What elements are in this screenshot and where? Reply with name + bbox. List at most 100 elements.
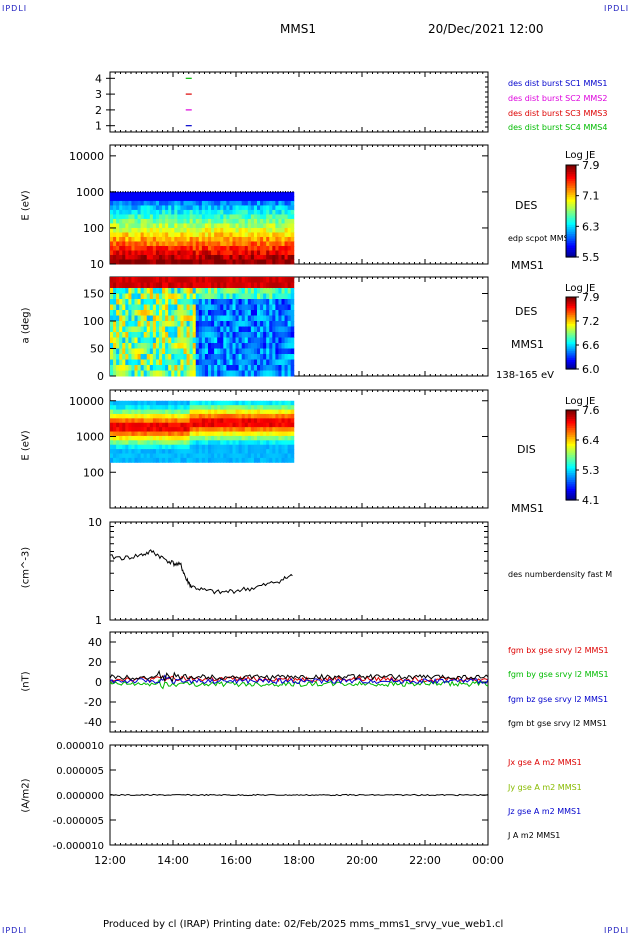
spectrogram-cell xyxy=(131,245,135,251)
spectrogram-cell xyxy=(272,282,276,289)
spectrogram-cell xyxy=(208,413,212,419)
spectrogram-cell xyxy=(220,440,224,446)
spectrogram-cell xyxy=(290,435,295,441)
pitch-angle-spectrogram xyxy=(110,277,295,377)
colorbar-dis-energy xyxy=(565,409,579,501)
spectrogram-cell xyxy=(281,245,286,251)
spectrogram-cell xyxy=(143,332,148,338)
spectrogram-cell xyxy=(116,250,120,256)
spectrogram-cell xyxy=(122,236,126,242)
spectrogram-cell xyxy=(226,214,230,220)
spectrogram-cell xyxy=(204,332,209,338)
spectrogram-cell xyxy=(171,315,175,322)
spectrogram-cell xyxy=(177,236,181,242)
spectrogram-cell xyxy=(214,332,218,338)
spectrogram-cell xyxy=(186,422,191,428)
spectrogram-cell xyxy=(250,304,255,311)
spectrogram-cell xyxy=(159,196,163,202)
spectrogram-cell xyxy=(174,422,178,428)
spectrogram-cell xyxy=(208,418,212,424)
spectrogram-cell xyxy=(189,218,194,224)
spectrogram-cell xyxy=(287,359,292,366)
spectrogram-cell xyxy=(287,315,292,322)
spectrogram-cell xyxy=(211,254,215,260)
spectrogram-cell xyxy=(253,250,258,256)
spectrogram-cell xyxy=(174,332,178,338)
spectrogram-cell xyxy=(275,370,279,377)
spectrogram-cell xyxy=(155,245,160,251)
spectrogram-cell xyxy=(217,191,221,197)
spectrogram-cell xyxy=(272,223,276,229)
spectrogram-cell xyxy=(257,293,261,300)
spectrogram-cell xyxy=(180,205,184,211)
spectrogram-cell xyxy=(192,343,197,349)
spectrogram-cell xyxy=(137,223,142,229)
spectrogram-cell xyxy=(116,304,120,311)
spectrogram-cell xyxy=(171,337,175,344)
spectrogram-cell xyxy=(201,214,206,220)
colorbar-cell xyxy=(566,329,576,332)
spectrogram-cell xyxy=(122,435,126,441)
colorbar-cell xyxy=(566,450,576,454)
spectrogram-cell xyxy=(189,449,194,454)
spectrogram-cell xyxy=(198,422,203,428)
spectrogram-cell xyxy=(119,354,123,360)
spectrogram-cell xyxy=(140,343,145,349)
spectrogram-cell xyxy=(119,299,123,305)
spectrogram-cell xyxy=(116,359,120,366)
spectrogram-cell xyxy=(275,209,279,215)
colorbar-cell xyxy=(566,473,576,476)
spectrogram-cell xyxy=(275,413,279,419)
spectrogram-cell xyxy=(247,282,252,289)
colorbar-cell xyxy=(566,334,576,338)
spectrogram-cell xyxy=(220,354,224,360)
spectrogram-cell xyxy=(253,332,258,338)
spectrogram-cell xyxy=(266,365,270,371)
spectrogram-cell xyxy=(204,343,209,349)
spectrogram-cell xyxy=(269,232,273,238)
spectrogram-cell xyxy=(171,440,175,446)
spectrogram-cell xyxy=(128,321,132,327)
spectrogram-cell xyxy=(263,348,267,355)
spectrogram-cell xyxy=(263,343,267,349)
spectrogram-cell xyxy=(284,413,289,419)
spectrogram-cell xyxy=(110,332,114,338)
spectrogram-cell xyxy=(110,245,114,251)
spectrogram-cell xyxy=(122,405,126,411)
spectrogram-cell xyxy=(128,405,132,411)
spectrogram-cell xyxy=(131,365,135,371)
spectrogram-cell xyxy=(214,254,218,260)
spectrogram-cell xyxy=(140,440,145,446)
spectrogram-cell xyxy=(229,337,233,344)
spectrogram-cell xyxy=(155,457,160,463)
y-tick-label: -40 xyxy=(84,716,102,729)
spectrogram-cell xyxy=(208,250,212,256)
spectrogram-cell xyxy=(220,457,224,463)
colorbar-cell xyxy=(566,349,576,352)
spectrogram-cell xyxy=(287,288,292,294)
spectrogram-cell xyxy=(131,435,135,441)
spectrogram-cell xyxy=(223,321,227,327)
spectrogram-cell xyxy=(159,304,163,311)
spectrogram-cell xyxy=(201,191,206,197)
spectrogram-cell xyxy=(171,343,175,349)
spectrogram-cell xyxy=(214,200,218,206)
spectrogram-cell xyxy=(211,196,215,202)
spectrogram-cell xyxy=(241,196,246,202)
y-tick-label: 0.000010 xyxy=(56,741,104,752)
spectrogram-cell xyxy=(235,259,240,265)
spectrogram-cell xyxy=(253,431,258,437)
spectrogram-cell xyxy=(192,196,197,202)
spectrogram-cell xyxy=(162,354,166,360)
spectrogram-cell xyxy=(244,337,249,344)
colorbar-tick-label: 7.1 xyxy=(582,190,600,203)
spectrogram-cell xyxy=(269,321,273,327)
spectrogram-cell xyxy=(143,354,148,360)
spectrogram-cell xyxy=(134,310,139,316)
spectrogram-cell xyxy=(162,405,166,411)
spectrogram-cell xyxy=(263,218,267,224)
spectrogram-cell xyxy=(214,431,218,437)
spectrogram-cell xyxy=(290,321,295,327)
colorbar-cell xyxy=(566,464,576,467)
spectrogram-cell xyxy=(217,227,221,233)
